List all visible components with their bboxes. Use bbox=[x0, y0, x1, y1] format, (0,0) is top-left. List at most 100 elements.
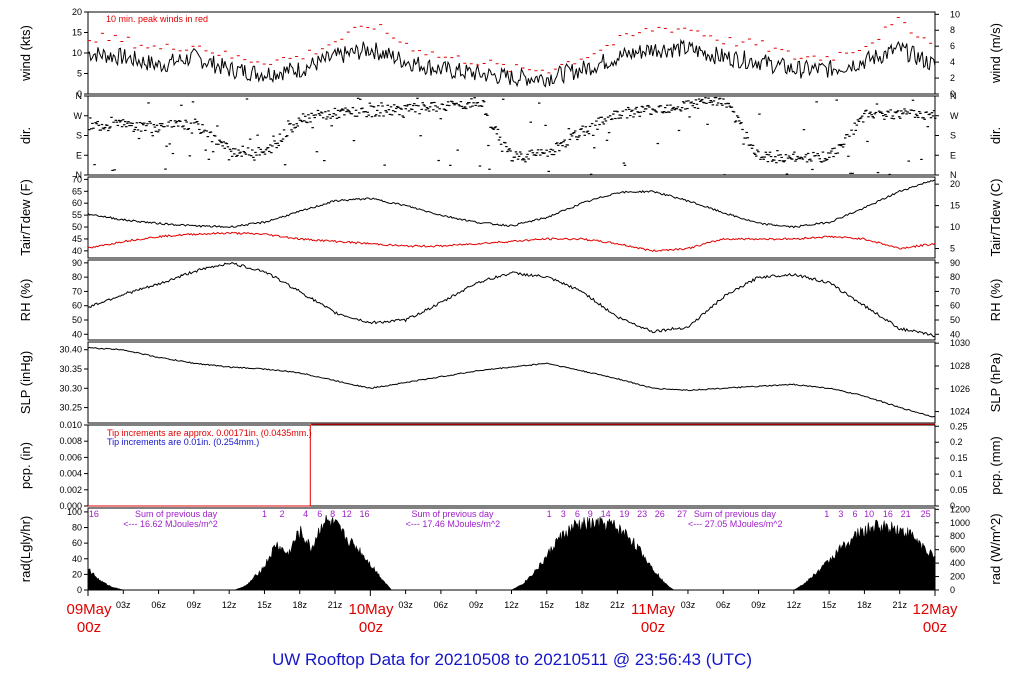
rad-ylabel-left: rad(Lgly/hr) bbox=[18, 516, 33, 582]
temp-series-0 bbox=[87, 179, 936, 229]
time-tick-label: 21z bbox=[892, 600, 907, 610]
pcp-left-tick-label: 0.000 bbox=[59, 501, 82, 511]
time-tick-label: 03z bbox=[398, 600, 413, 610]
rad-right-tick-label: 400 bbox=[950, 558, 965, 568]
temp-right-tick-label: 5 bbox=[950, 243, 955, 253]
rad-uv-label: 19 bbox=[619, 509, 629, 519]
time-tick-label: 09z bbox=[469, 600, 484, 610]
time-tick-label: 03z bbox=[116, 600, 131, 610]
rad-annotation: Sum of previous day bbox=[412, 509, 495, 519]
dir-right-tick-label: S bbox=[950, 131, 956, 141]
rh-ylabel-right: RH (%) bbox=[988, 279, 1003, 322]
rad-right-tick-label: 800 bbox=[950, 531, 965, 541]
rad-uv-label: 12 bbox=[342, 509, 352, 519]
pcp-ylabel-left: pcp. (in) bbox=[18, 442, 33, 489]
dir-right-tick-label: E bbox=[950, 150, 956, 160]
dir-right-tick-label: N bbox=[950, 91, 957, 101]
pcp-annotation-blue: Tip increments are 0.01in. (0.254mm.) bbox=[107, 437, 259, 447]
wind-right-tick-label: 6 bbox=[950, 41, 955, 51]
rad-left-tick-label: 80 bbox=[72, 523, 82, 533]
pcp-left-tick-label: 0.008 bbox=[59, 436, 82, 446]
pcp-right-tick-label: 0.15 bbox=[950, 453, 968, 463]
rad-uv-label: 3 bbox=[838, 509, 843, 519]
rh-right-tick-label: 90 bbox=[950, 258, 960, 268]
dir-ylabel-right: dir. bbox=[988, 127, 1003, 144]
date-label-09may: 09May 00z bbox=[59, 601, 119, 637]
date-09may: 09May bbox=[66, 601, 112, 618]
wind-right-tick-label: 8 bbox=[950, 25, 955, 35]
slp-right-tick-label: 1024 bbox=[950, 407, 970, 417]
rh-right-tick-label: 70 bbox=[950, 286, 960, 296]
rad-right-tick-label: 200 bbox=[950, 572, 965, 582]
rad-uv-label: 9 bbox=[588, 509, 593, 519]
wind-right-tick-label: 2 bbox=[950, 73, 955, 83]
rad-uv-label: 26 bbox=[655, 509, 665, 519]
rh-right-tick-label: 50 bbox=[950, 315, 960, 325]
time-tick-label: 06z bbox=[716, 600, 731, 610]
rad-right-tick-label: 1000 bbox=[950, 518, 970, 528]
dir-left-tick-label: W bbox=[74, 111, 83, 121]
time-axis: 03z 06z 09z 12z 15z 18z 21z 03z 06z 09z 12z 15z 18z 2… bbox=[87, 590, 936, 610]
time-tick-label: 15z bbox=[540, 600, 555, 610]
wind-series-0 bbox=[87, 38, 936, 88]
rad-uv-label: 4 bbox=[303, 509, 308, 519]
temp-ylabel-left: Tair/Tdew (F) bbox=[18, 179, 33, 256]
pcp-right-tick-label: 0.1 bbox=[950, 469, 963, 479]
rad-uv-label: 3 bbox=[561, 509, 566, 519]
rad-annotation: <--- 27.05 MJoules/m^2 bbox=[688, 519, 783, 529]
panel-temp: 40 45 50 55 60 65 70 5 10 15 20 Tair/Tdew (F) Tair/T… bbox=[18, 174, 1003, 259]
date-12may: 12May bbox=[912, 601, 958, 618]
rh-series-0 bbox=[87, 262, 936, 338]
rad-uv-label: 23 bbox=[637, 509, 647, 519]
slp-ylabel-right: SLP (hPa) bbox=[988, 353, 1003, 413]
slp-left-tick-label: 30.25 bbox=[59, 403, 82, 413]
rad-uv-label: 2 bbox=[280, 509, 285, 519]
pcp-left-tick-label: 0.004 bbox=[59, 469, 82, 479]
pcp-left-tick-label: 0.006 bbox=[59, 452, 82, 462]
rh-right-tick-label: 80 bbox=[950, 272, 960, 282]
dir-left-tick-label: N bbox=[76, 91, 83, 101]
wind-left-tick-label: 15 bbox=[72, 28, 82, 38]
rad-uv-label: 6 bbox=[852, 509, 857, 519]
rh-left-tick-label: 40 bbox=[72, 329, 82, 339]
slp-right-tick-label: 1030 bbox=[950, 338, 970, 348]
rad-left-tick-label: 40 bbox=[72, 554, 82, 564]
wind-right-tick-label: 10 bbox=[950, 9, 960, 19]
rad-left-tick-label: 20 bbox=[72, 569, 82, 579]
rh-left-tick-label: 80 bbox=[72, 272, 82, 282]
rh-ylabel-left: RH (%) bbox=[18, 279, 33, 322]
pcp-right-tick-label: 0.05 bbox=[950, 485, 968, 495]
rad-uv-label: 16 bbox=[359, 509, 369, 519]
temp-left-tick-label: 55 bbox=[72, 210, 82, 220]
slp-left-tick-label: 30.35 bbox=[59, 364, 82, 374]
temp-ylabel-right: Tair/Tdew (C) bbox=[988, 178, 1003, 256]
rh-left-tick-label: 70 bbox=[72, 286, 82, 296]
pcp-right-tick-label: 0.25 bbox=[950, 421, 968, 431]
temp-left-tick-label: 40 bbox=[72, 246, 82, 256]
pcp-left-tick-label: 0.010 bbox=[59, 420, 82, 430]
wind-right-tick-label: 4 bbox=[950, 57, 955, 67]
slp-right-tick-label: 1026 bbox=[950, 384, 970, 394]
temp-right-tick-label: 20 bbox=[950, 179, 960, 189]
temp-left-tick-label: 70 bbox=[72, 174, 82, 184]
rh-left-tick-label: 60 bbox=[72, 301, 82, 311]
rad-uv-label: 10 bbox=[864, 509, 874, 519]
wind-left-tick-label: 5 bbox=[77, 69, 82, 79]
temp-right-tick-label: 15 bbox=[950, 201, 960, 211]
dir-ylabel-left: dir. bbox=[18, 127, 33, 144]
dir-left-tick-label: E bbox=[76, 150, 82, 160]
temp-left-tick-label: 60 bbox=[72, 198, 82, 208]
rad-uv-label: 6 bbox=[575, 509, 580, 519]
wind-left-tick-label: 20 bbox=[72, 7, 82, 17]
dir-left-tick-label: N bbox=[76, 170, 83, 180]
time-11may: 00z bbox=[640, 619, 666, 636]
rad-uv-label: 16 bbox=[883, 509, 893, 519]
rad-uv-label: 1 bbox=[547, 509, 552, 519]
rad-right-tick-label: 0 bbox=[950, 585, 955, 595]
wind-right-tick-label: 0 bbox=[950, 89, 955, 99]
rad-uv-label: 25 bbox=[921, 509, 931, 519]
time-tick-label: 03z bbox=[681, 600, 696, 610]
slp-frame bbox=[87, 341, 936, 424]
